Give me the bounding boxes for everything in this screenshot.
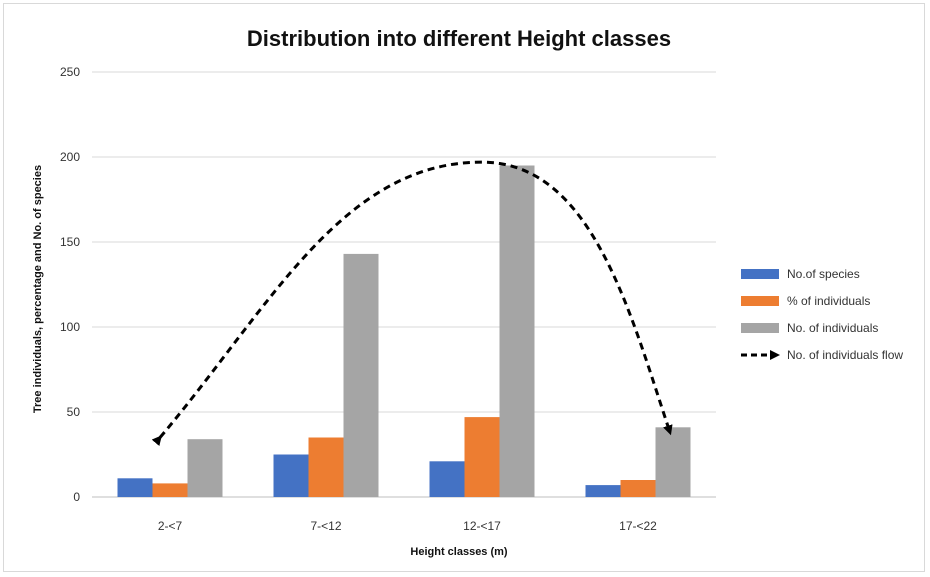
- legend-swatch: [741, 296, 779, 306]
- legend-swatch: [741, 323, 779, 333]
- x-tick-labels: 2-<7 7-<12 12-<17 17-<22: [158, 519, 657, 533]
- bar-no-of-species: [273, 454, 309, 497]
- x-tick-label: 7-<12: [310, 519, 341, 533]
- x-tick-label: 12-<17: [463, 519, 501, 533]
- x-axis-label: Height classes (m): [410, 546, 508, 558]
- y-tick-label: 250: [60, 65, 80, 79]
- x-tick-label: 2-<7: [158, 519, 183, 533]
- legend-label: % of individuals: [787, 294, 870, 308]
- legend-label: No. of individuals flow: [787, 348, 903, 362]
- y-tick-label: 0: [73, 490, 80, 504]
- chart-title: Distribution into different Height class…: [247, 26, 671, 51]
- bar-no-of-individuals: [499, 165, 535, 497]
- gridlines: [92, 71, 716, 498]
- bar-no-of-individuals: [655, 427, 691, 497]
- bar--of-individuals: [464, 417, 500, 497]
- y-axis-label: Tree individuals, percentage and No. of …: [32, 165, 44, 413]
- bar--of-individuals: [620, 480, 656, 497]
- y-tick-label: 200: [60, 150, 80, 164]
- legend: No.of species % of individuals No. of indi…: [741, 267, 903, 362]
- legend-label: No.of species: [787, 267, 860, 281]
- bar-no-of-species: [585, 485, 621, 497]
- legend-swatch: [741, 269, 779, 279]
- bar-no-of-individuals: [187, 439, 223, 497]
- bar-no-of-individuals: [343, 253, 379, 497]
- chart-svg: Distribution into different Height class…: [32, 26, 903, 558]
- individuals-flow-arrow: [151, 160, 673, 447]
- bar-no-of-species: [117, 478, 153, 497]
- y-tick-label: 150: [60, 235, 80, 249]
- chart-frame: Distribution into different Height class…: [3, 3, 925, 572]
- bar-no-of-species: [429, 461, 465, 497]
- y-tick-label: 50: [67, 405, 81, 419]
- bars: [117, 165, 691, 497]
- x-tick-label: 17-<22: [619, 519, 657, 533]
- bar--of-individuals: [308, 437, 344, 497]
- y-tick-labels: 0 50 100 150 200 250: [60, 65, 80, 504]
- bar--of-individuals: [152, 483, 188, 497]
- y-tick-label: 100: [60, 320, 80, 334]
- legend-label: No. of individuals: [787, 321, 878, 335]
